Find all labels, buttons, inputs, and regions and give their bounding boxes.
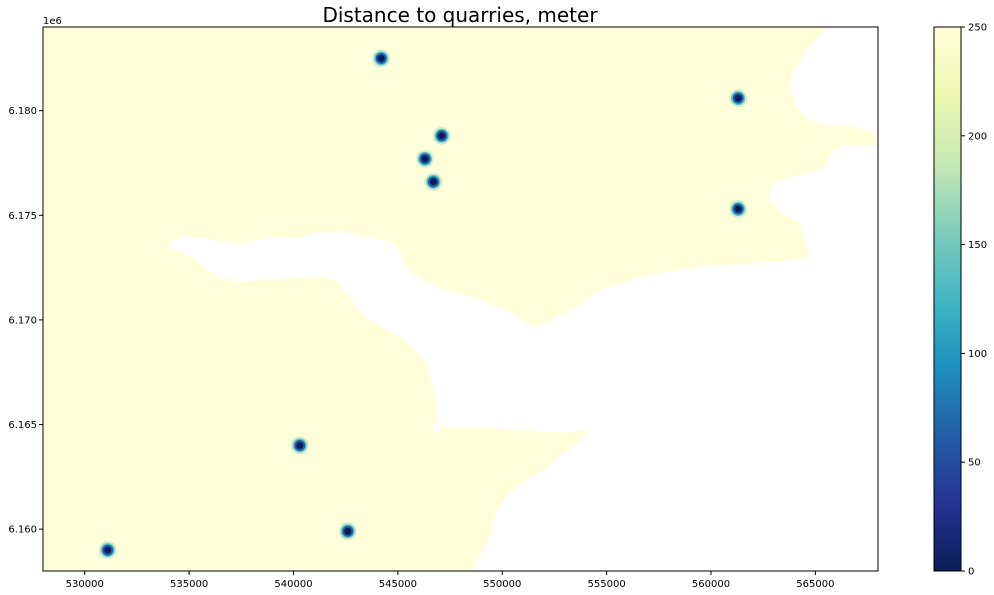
quarry-markers: [98, 49, 748, 560]
quarry-core: [421, 155, 429, 163]
x-tick-label: 550000: [483, 579, 521, 590]
colorbar-tick-label: 50: [968, 458, 981, 469]
colorbar-tick-label: 200: [968, 131, 987, 142]
quarry-marker: [424, 172, 443, 191]
x-tick-label: 565000: [796, 579, 834, 590]
water-islet: [432, 422, 443, 432]
x-tick-label: 530000: [66, 579, 104, 590]
quarry-core: [429, 178, 437, 186]
quarry-marker: [372, 49, 391, 68]
quarry-marker: [416, 149, 435, 168]
quarry-marker: [98, 541, 117, 560]
colorbar: 0 50 100 150 200 250: [933, 23, 987, 578]
colorbar-tick-label: 0: [968, 567, 974, 578]
plot-frame: [42, 26, 879, 572]
x-tick-label: 535000: [170, 579, 208, 590]
x-tick-label: 545000: [379, 579, 417, 590]
quarry-core: [377, 54, 385, 62]
colorbar-tick-label: 250: [968, 23, 987, 34]
quarry-marker: [729, 200, 748, 219]
quarry-marker: [290, 436, 309, 455]
x-axis: 530000 535000 540000 545000 550000 555000 5600…: [66, 571, 834, 590]
quarry-marker: [338, 522, 357, 541]
y-tick-label: 6.180: [8, 106, 37, 117]
x-tick-label: 560000: [692, 579, 730, 590]
y-tick-label: 6.160: [8, 525, 37, 536]
plot-area: [42, 26, 879, 572]
quarry-core: [296, 441, 304, 449]
colorbar-ticks: 0 50 100 150 200 250: [961, 23, 987, 578]
x-tick-label: 555000: [588, 579, 626, 590]
quarry-core: [438, 132, 446, 140]
y-tick-label: 6.170: [8, 315, 37, 326]
quarry-core: [344, 527, 352, 535]
land-area-north: [43, 27, 878, 571]
y-axis: 6.160 6.165 6.170 6.175 6.180: [8, 106, 43, 536]
colorbar-fill: [934, 27, 961, 571]
quarry-core: [734, 205, 742, 213]
y-tick-label: 6.165: [8, 420, 37, 431]
quarry-core: [104, 546, 112, 554]
colorbar-tick-label: 100: [968, 349, 987, 360]
quarry-marker: [729, 89, 748, 108]
x-tick-label: 540000: [274, 579, 312, 590]
colorbar-frame: [933, 26, 962, 572]
chart-title: Distance to quarries, meter: [322, 3, 598, 27]
y-offset-label: 1e6: [43, 16, 62, 27]
quarry-core: [734, 94, 742, 102]
quarry-marker: [432, 126, 451, 145]
y-tick-label: 6.175: [8, 211, 37, 222]
colorbar-tick-label: 150: [968, 240, 987, 251]
